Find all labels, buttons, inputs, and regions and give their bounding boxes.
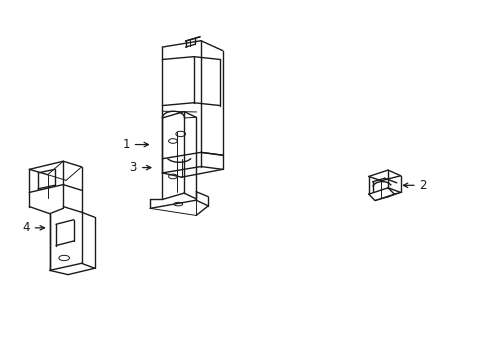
Text: 3: 3 [129,161,151,174]
Text: 1: 1 [122,138,148,151]
Text: 2: 2 [403,179,426,192]
Text: 4: 4 [22,221,44,234]
